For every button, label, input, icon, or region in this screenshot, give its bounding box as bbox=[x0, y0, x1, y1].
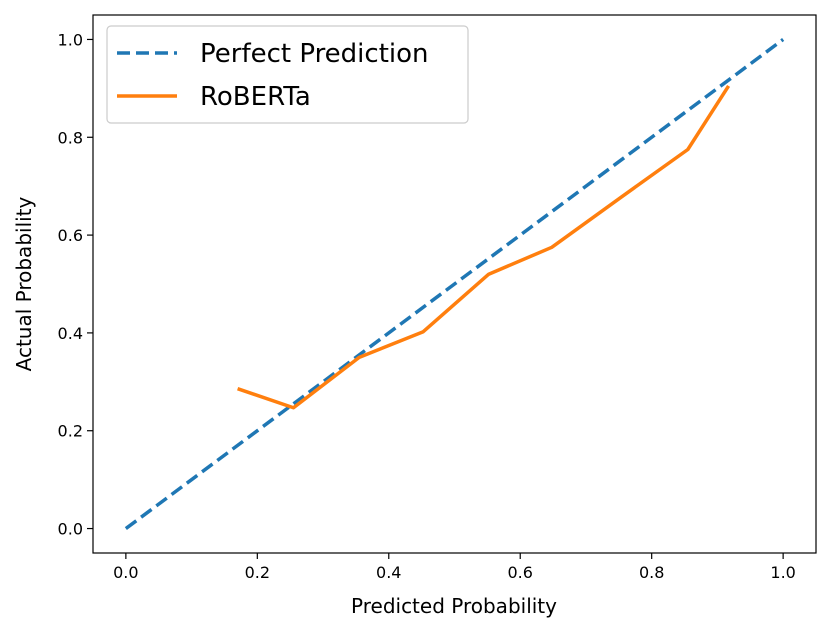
y-tick-label: 1.0 bbox=[58, 30, 83, 49]
x-tick-label: 1.0 bbox=[770, 563, 795, 582]
x-tick-label: 0.8 bbox=[639, 563, 664, 582]
y-tick-label: 0.8 bbox=[58, 128, 83, 147]
y-tick-label: 0.0 bbox=[58, 520, 83, 539]
y-axis-label: Actual Probability bbox=[12, 196, 36, 371]
legend-label-roberta: RoBERTa bbox=[200, 82, 311, 112]
y-tick-label: 0.2 bbox=[58, 422, 83, 441]
x-axis-ticks: 0.0 0.2 0.4 0.6 0.8 1.0 bbox=[113, 553, 796, 582]
plot-area bbox=[92, 14, 817, 554]
legend-label-perfect-prediction: Perfect Prediction bbox=[200, 39, 429, 69]
y-tick-label: 0.6 bbox=[58, 226, 83, 245]
x-tick-label: 0.6 bbox=[508, 563, 533, 582]
series-line-roberta bbox=[237, 84, 731, 410]
axes-frame bbox=[92, 14, 817, 554]
legend-frame bbox=[106, 25, 469, 124]
x-tick-label: 0.0 bbox=[113, 563, 138, 582]
x-tick-label: 0.2 bbox=[245, 563, 270, 582]
y-axis-ticks: 0.0 0.2 0.4 0.6 0.8 1.0 bbox=[58, 30, 93, 539]
x-axis-label: Predicted Probability bbox=[351, 594, 557, 618]
legend: Perfect Prediction RoBERTa bbox=[106, 25, 469, 124]
x-tick-label: 0.4 bbox=[376, 563, 401, 582]
series-layer bbox=[124, 38, 785, 530]
y-tick-label: 0.4 bbox=[58, 324, 83, 343]
series-line-perfect-prediction bbox=[124, 38, 785, 530]
